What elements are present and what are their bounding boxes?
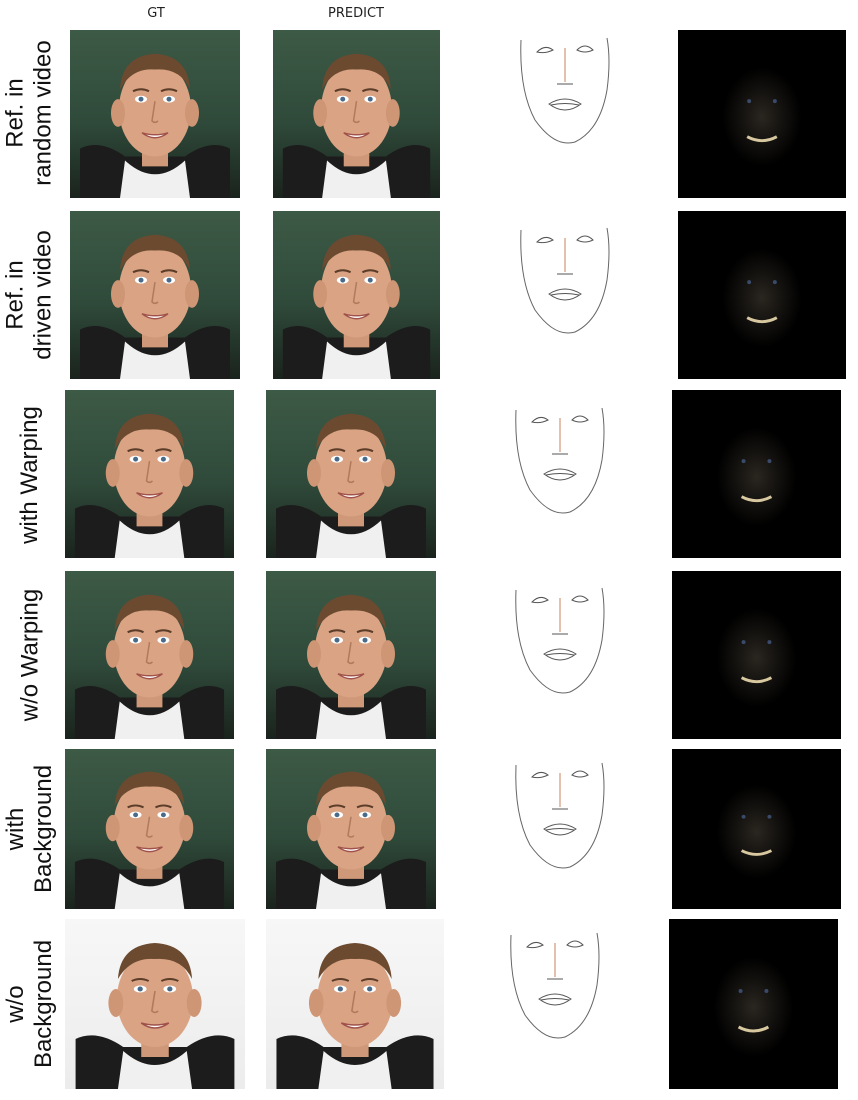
face-image-gt-wo-warp (65, 571, 234, 739)
row-label-wo-warping: w/o Warping (16, 588, 43, 722)
face-image-predict-wo-bg (266, 919, 444, 1089)
column-header-predict: PREDICT (328, 6, 384, 21)
face-image-predict-with-bg (266, 749, 436, 909)
error-map-wo-warp (672, 571, 841, 739)
face-image-predict-wo-warp (266, 571, 436, 739)
landmark-sketch-ref-random (515, 30, 615, 170)
face-image-gt-with-bg (65, 749, 234, 909)
error-map-ref-random (678, 30, 846, 198)
column-header-gt: GT (147, 6, 165, 21)
face-image-gt-ref-random (70, 30, 240, 198)
face-image-predict-ref-random (273, 30, 440, 198)
row-label-wo-background: w/o Background (2, 939, 57, 1069)
landmark-sketch-ref-driven (515, 220, 615, 360)
face-image-predict-with-warp (266, 390, 436, 558)
face-image-gt-wo-bg (65, 919, 245, 1089)
row-label-with-warping: with Warping (16, 406, 44, 544)
error-map-wo-bg (669, 919, 838, 1089)
face-image-gt-with-warp (65, 390, 234, 558)
landmark-sketch-with-bg (510, 755, 610, 895)
landmark-sketch-wo-warp (510, 580, 610, 720)
error-map-with-warp (672, 390, 841, 558)
row-label-with-background: with Background (2, 764, 57, 894)
row-label-ref-driven: Ref. in driven video (2, 230, 58, 360)
face-image-gt-ref-driven (70, 211, 240, 379)
landmark-sketch-with-warp (510, 400, 610, 540)
error-map-with-bg (672, 749, 841, 909)
row-label-ref-random: Ref. in random video (2, 40, 58, 186)
face-image-predict-ref-driven (273, 211, 440, 379)
landmark-sketch-wo-bg (505, 925, 605, 1075)
error-map-ref-driven (678, 211, 846, 379)
